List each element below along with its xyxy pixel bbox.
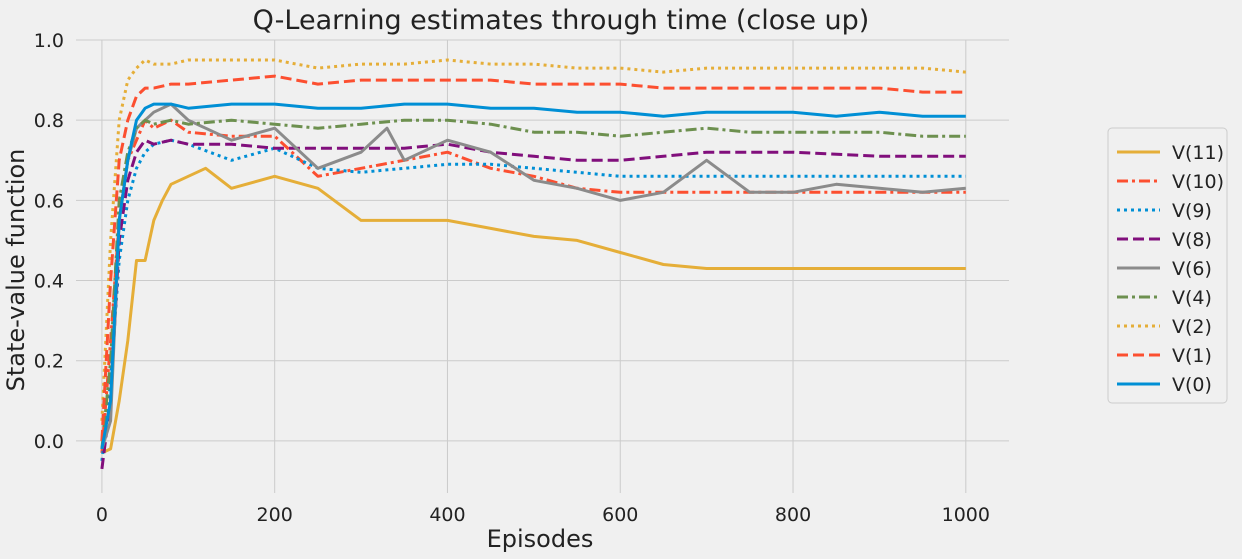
series-line-v10	[100, 118, 966, 454]
y-tick-label: 1.0	[34, 30, 64, 52]
legend-box	[1107, 127, 1228, 404]
x-tick-label: 1000	[942, 504, 990, 526]
x-tick-label: 0	[96, 504, 108, 526]
y-tick-label: 0.0	[34, 431, 64, 453]
chart-title: Q-Learning estimates through time (close…	[253, 5, 870, 36]
x-tick-label: 600	[602, 504, 638, 526]
series-line-v11	[101, 166, 966, 455]
y-tick-label: 0.8	[34, 110, 64, 132]
series-line-v4	[100, 118, 966, 450]
legend: V(11) V(10) V(9) V(8) V(6) V(4) V(2) V(1) V(0)	[1107, 127, 1228, 404]
legend-label: V(8)	[1172, 229, 1212, 251]
series-line-v0	[100, 102, 966, 450]
legend-label: V(10)	[1172, 171, 1224, 193]
x-tick-label: 200	[257, 504, 293, 526]
y-tick-label: 0.2	[34, 351, 64, 373]
y-axis-label: State-value function	[2, 149, 30, 392]
x-tick-label: 400	[429, 504, 465, 526]
legend-label: V(2)	[1172, 316, 1212, 338]
legend-label: V(0)	[1172, 374, 1212, 396]
y-tick-label: 0.6	[34, 190, 64, 212]
series-line-v1	[100, 74, 966, 441]
y-tick-label: 0.4	[34, 271, 64, 293]
x-tick-label: 800	[775, 504, 811, 526]
series-line-v8	[100, 138, 966, 470]
legend-label: V(11)	[1172, 142, 1224, 164]
legend-label: V(9)	[1172, 200, 1212, 222]
x-tick-labels: 0 200 400 600 800 1000	[96, 504, 990, 526]
y-tick-labels: 0.0 0.2 0.4 0.6 0.8 1.0	[34, 30, 64, 453]
series-line-v2	[100, 58, 966, 421]
x-axis-label: Episodes	[487, 525, 594, 553]
series-line-v9	[100, 138, 966, 462]
legend-label: V(1)	[1172, 345, 1212, 367]
legend-label: V(4)	[1172, 287, 1212, 309]
series-lines	[100, 58, 966, 470]
legend-label: V(6)	[1172, 258, 1212, 280]
